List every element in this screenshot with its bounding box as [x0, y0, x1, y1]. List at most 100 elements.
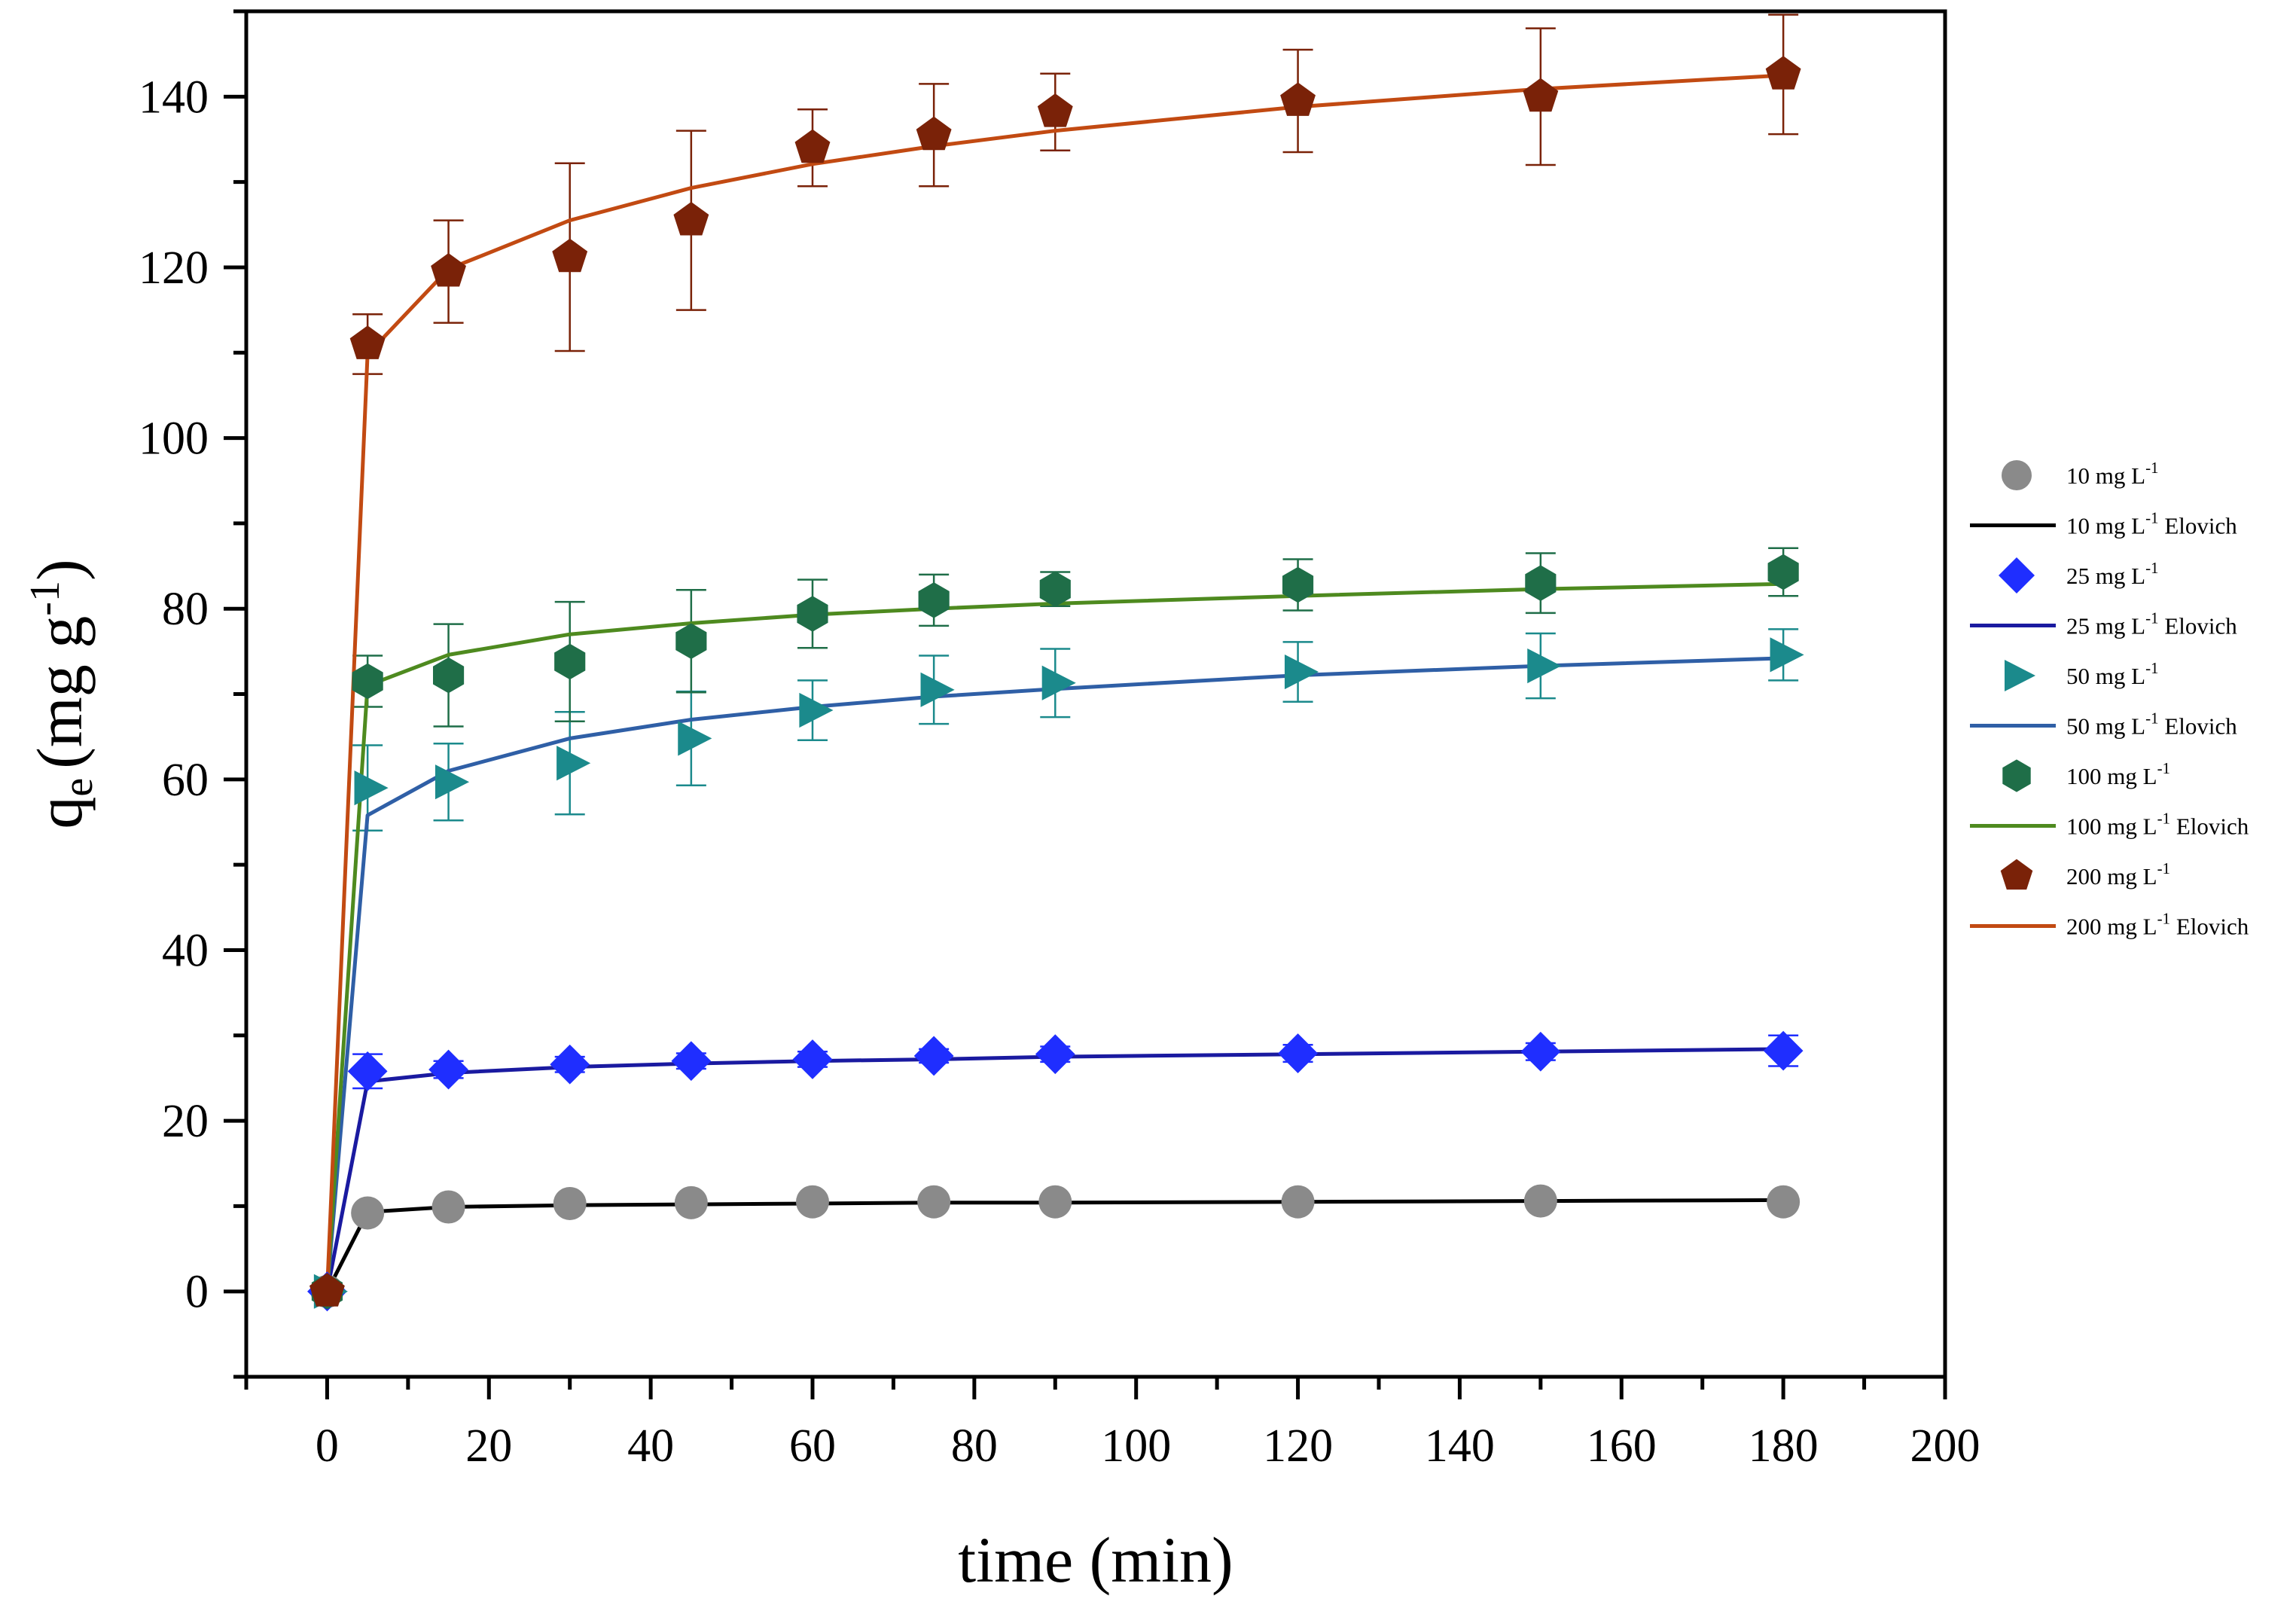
legend-label-200-text: 200 mg L [2066, 863, 2157, 889]
data-point-200 [349, 325, 386, 359]
y-tick-label: 20 [162, 1096, 209, 1147]
legend-label-10-text: 10 mg L [2066, 462, 2145, 489]
data-point-10 [796, 1185, 829, 1219]
data-point-100 [554, 643, 586, 680]
legend-fit-label-200-suffix: Elovich [2170, 914, 2249, 940]
y-tick-label: 80 [162, 584, 209, 635]
y-axis-title: qe (mg g-1) [22, 559, 102, 828]
legend-label-50-text: 50 mg L [2066, 663, 2145, 689]
data-point-200 [1037, 93, 1073, 127]
legend-label-50-superscript: -1 [2145, 659, 2159, 677]
y-tick-label: 40 [162, 925, 209, 976]
y-tick-label: 60 [162, 755, 209, 806]
data-point-25 [913, 1036, 954, 1076]
legend-fit-label-200: 200 mg L-1 Elovich [2066, 910, 2249, 940]
data-point-50 [435, 764, 470, 800]
data-point-50 [799, 692, 834, 728]
data-point-10 [351, 1196, 385, 1230]
legend-label-10: 10 mg L-1 [2066, 459, 2159, 489]
markers-layer [307, 56, 1804, 1312]
data-point-50 [354, 770, 389, 806]
legend-fit-label-50-text: 50 mg L [2066, 713, 2145, 740]
data-point-25 [1035, 1034, 1075, 1075]
x-tick-label: 200 [1910, 1420, 1980, 1472]
x-tick-label: 80 [951, 1420, 998, 1472]
data-point-25 [550, 1044, 590, 1085]
data-point-10 [1281, 1185, 1315, 1219]
data-point-200 [431, 252, 467, 287]
data-point-10 [1038, 1185, 1072, 1219]
data-point-200 [1523, 78, 1559, 112]
legend-label-100-text: 100 mg L [2066, 763, 2157, 789]
data-point-100 [352, 663, 383, 700]
legend-fit-label-10-suffix: Elovich [2159, 513, 2238, 539]
data-point-50 [1041, 665, 1076, 700]
data-point-25 [1278, 1033, 1318, 1073]
legend-fit-label-25-text: 25 mg L [2066, 613, 2145, 639]
y-axis-title-close: ) [23, 559, 96, 581]
x-tick-label: 60 [789, 1420, 836, 1472]
data-point-200 [309, 1273, 345, 1307]
data-point-10 [431, 1190, 465, 1224]
data-point-50 [1527, 648, 1562, 684]
y-axis-title-subscript: e [55, 778, 102, 797]
legend-label-25-text: 25 mg L [2066, 563, 2145, 589]
data-point-25 [347, 1051, 388, 1091]
y-axis-title-superscript: -1 [22, 581, 69, 616]
data-point-10 [1767, 1185, 1801, 1219]
y-axis-title-units: (mg g [23, 616, 96, 769]
y-tick-label: 140 [139, 72, 209, 123]
legend-fit-label-50-suffix: Elovich [2159, 713, 2238, 740]
data-point-50 [1284, 654, 1319, 690]
fit-line-200 [325, 73, 1784, 1292]
data-point-10 [553, 1186, 587, 1220]
data-point-200 [673, 201, 709, 236]
x-tick-label: 160 [1587, 1420, 1657, 1472]
data-point-100 [1525, 565, 1557, 601]
y-tick-label: 100 [139, 413, 209, 465]
data-point-50 [1770, 637, 1804, 673]
y-tick-label: 0 [185, 1267, 209, 1318]
x-tick-label: 100 [1101, 1420, 1171, 1472]
legend-fit-label-100-suffix: Elovich [2170, 813, 2249, 840]
legend-label-10-superscript: -1 [2145, 459, 2159, 477]
data-point-200 [1280, 82, 1316, 116]
x-tick-label: 20 [465, 1420, 512, 1472]
legend-label-25-superscript: -1 [2145, 559, 2159, 577]
legend-fit-label-100: 100 mg L-1 Elovich [2066, 810, 2249, 840]
data-point-25 [428, 1049, 468, 1090]
data-point-100 [432, 657, 465, 694]
data-point-50 [678, 721, 712, 756]
data-point-100 [1039, 571, 1071, 607]
legend-label-100-superscript: -1 [2157, 759, 2171, 777]
data-point-25 [671, 1041, 712, 1082]
legend-fit-label-10-text: 10 mg L [2066, 513, 2145, 539]
legend-fit-label-10: 10 mg L-1 Elovich [2066, 509, 2237, 539]
legend-fit-label-50-superscript: -1 [2145, 709, 2159, 728]
data-point-200 [552, 238, 588, 273]
legend-label-25: 25 mg L-1 [2066, 559, 2159, 589]
legend-label-200-superscript: -1 [2157, 859, 2171, 877]
legend-fit-label-25-superscript: -1 [2145, 609, 2159, 627]
x-tick-label: 180 [1749, 1420, 1819, 1472]
data-point-10 [917, 1185, 951, 1219]
data-point-200 [1765, 56, 1801, 90]
legend-fit-label-200-text: 200 mg L [2066, 914, 2157, 940]
y-axis-title-q: q [23, 797, 96, 829]
data-point-100 [1282, 566, 1314, 603]
data-point-100 [797, 596, 828, 632]
legend-fit-label-100-superscript: -1 [2157, 810, 2171, 828]
legend-fit-label-200-superscript: -1 [2157, 910, 2171, 928]
legend-fit-label-100-text: 100 mg L [2066, 813, 2157, 840]
data-point-50 [556, 746, 591, 781]
x-tick-label: 40 [627, 1420, 674, 1472]
data-point-50 [920, 672, 955, 707]
legend-marker-100 [2002, 759, 2031, 792]
legend-fit-label-25: 25 mg L-1 Elovich [2066, 609, 2237, 639]
legend-fit-label-10-superscript: -1 [2145, 509, 2159, 527]
axes-layer: 0 20 40 60 80 100 120 140 160 180 200 0 20 40 60 80 100 1… [139, 9, 1980, 1472]
data-point-100 [918, 582, 950, 618]
data-point-100 [675, 623, 707, 660]
y-tick-label: 120 [139, 243, 209, 294]
